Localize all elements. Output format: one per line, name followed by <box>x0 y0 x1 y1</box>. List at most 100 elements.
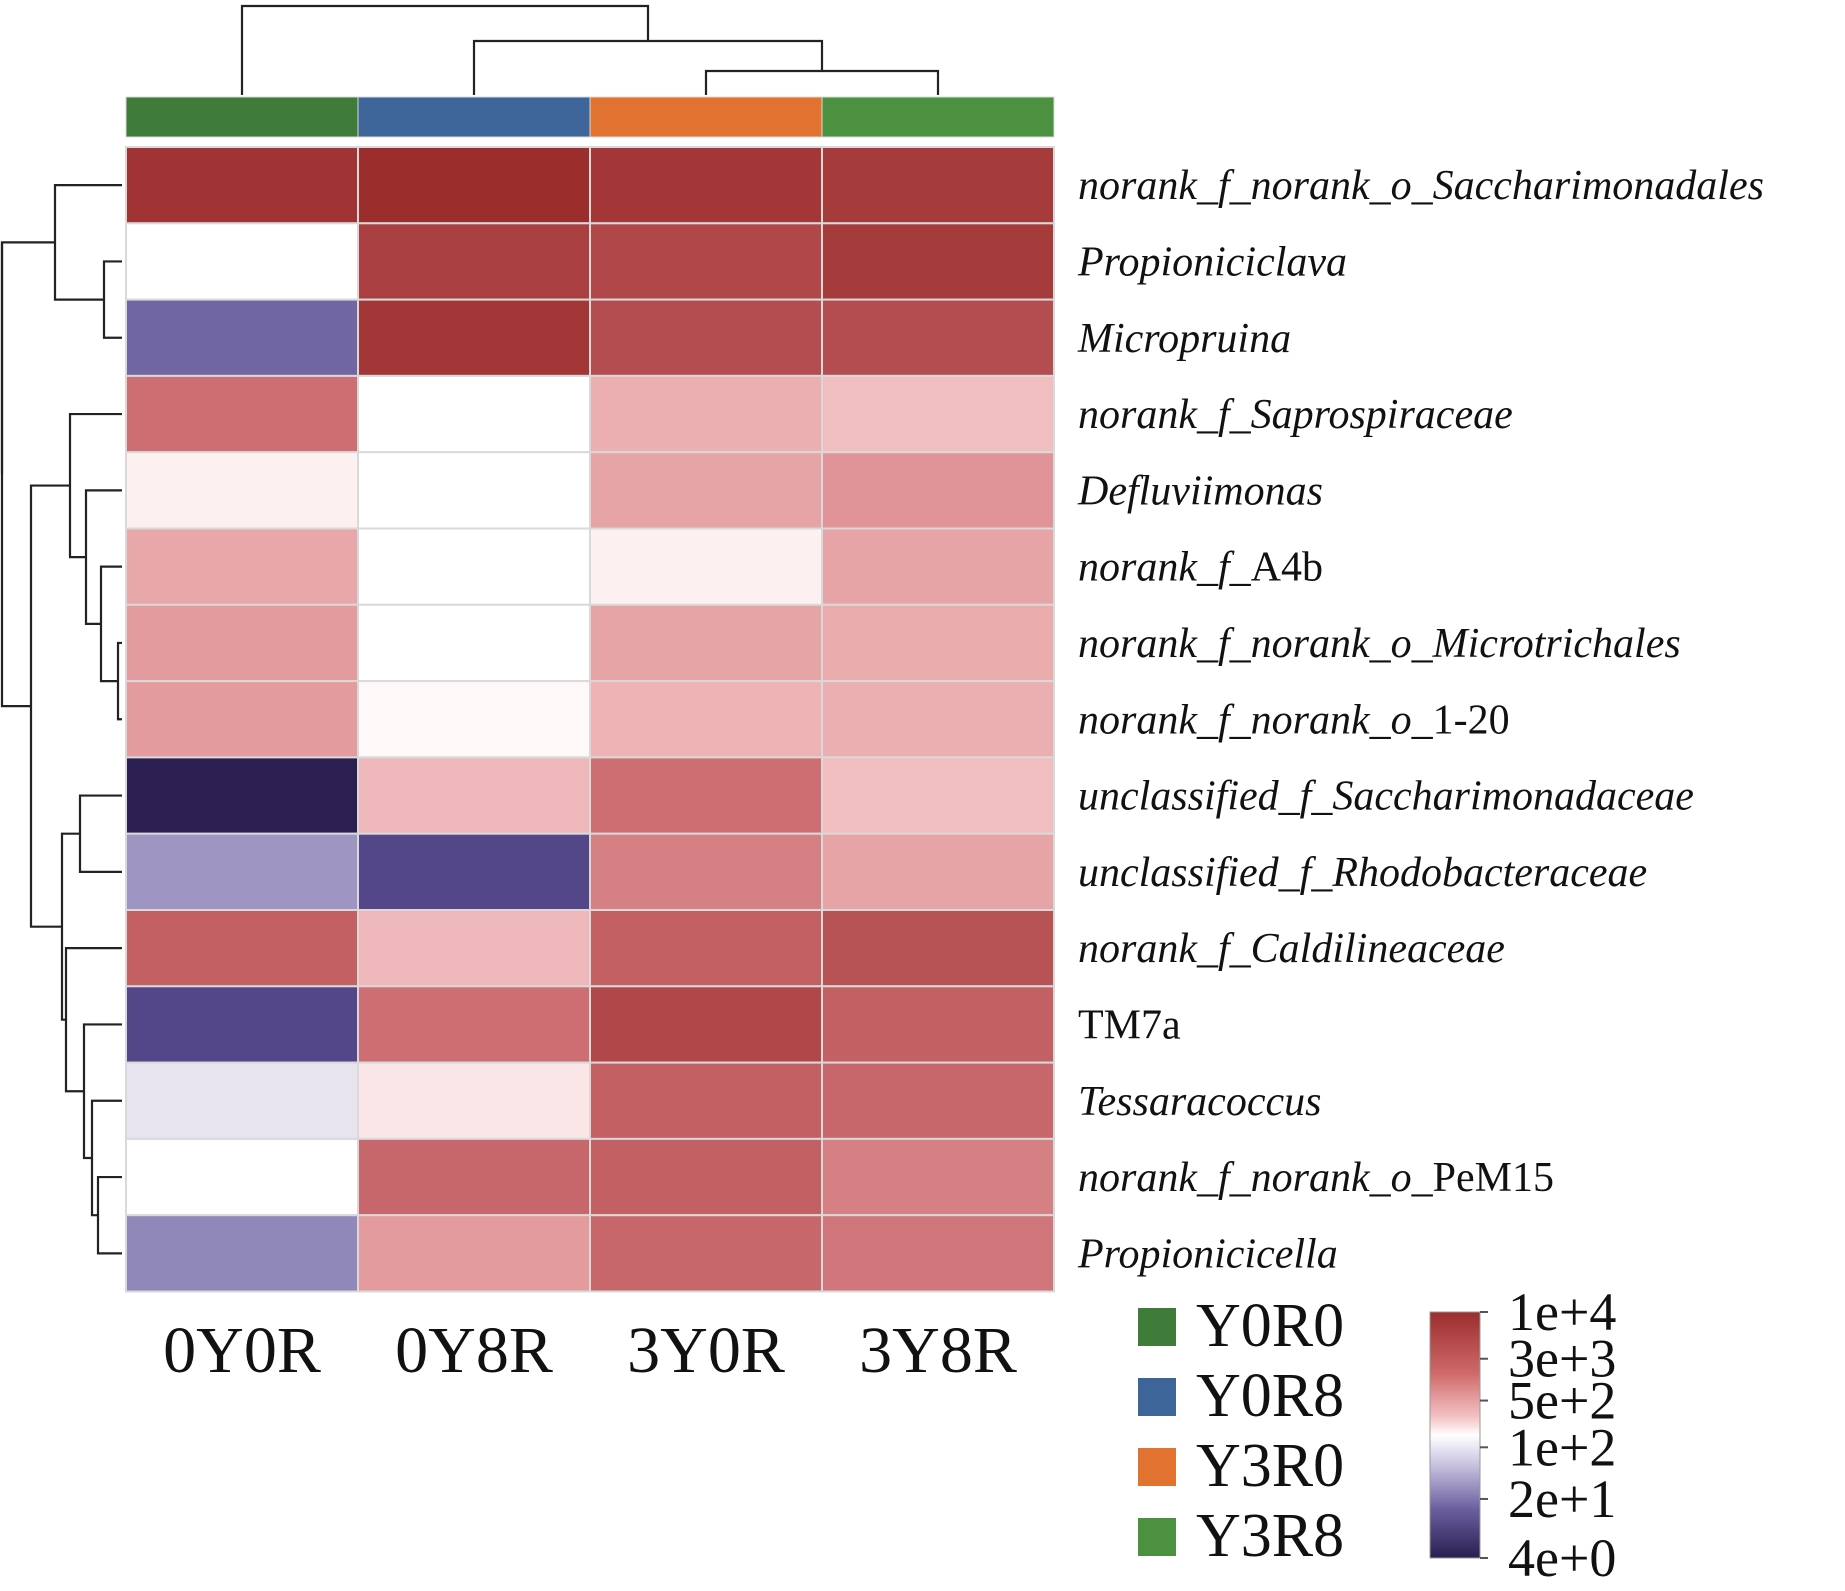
legend-swatch <box>1138 1378 1176 1416</box>
column-label: 0Y0R <box>163 1314 321 1387</box>
legend-swatch <box>1138 1518 1176 1556</box>
heatmap-cell <box>357 298 591 377</box>
heatmap-cell <box>125 909 359 988</box>
dendrogram-branch <box>53 184 122 301</box>
dendrogram-branch <box>82 1023 122 1160</box>
colorbar-gradient <box>1429 1311 1481 1559</box>
colorbar-tick-label: 3e+3 <box>1508 1329 1616 1389</box>
heatmap-cell <box>589 603 823 683</box>
heatmap-cell <box>125 1214 359 1293</box>
dendrogram-branch <box>704 69 940 95</box>
heatmap-cell <box>589 985 823 1064</box>
heatmap-cell <box>821 222 1055 301</box>
dendrogram-branch <box>84 489 122 625</box>
heatmap-cell <box>357 451 591 530</box>
heatmap-cell <box>821 451 1055 530</box>
dendrogram-branch <box>68 412 122 559</box>
heatmap-cell <box>125 985 359 1064</box>
row-label: Tessaracoccus <box>1078 1079 1321 1125</box>
dendrogram-branch <box>64 947 122 1093</box>
colorbar-tick-label: 2e+1 <box>1508 1469 1616 1529</box>
colorbar: 1e+43e+35e+21e+22e+14e+0 <box>1429 1282 1616 1588</box>
colorbar-tick-label: 1e+4 <box>1508 1282 1616 1342</box>
group-color-bar <box>125 96 1055 138</box>
heatmap-cell <box>125 756 359 835</box>
row-label: Defluviimonas <box>1077 468 1323 514</box>
heatmap-cell <box>357 756 591 835</box>
colorbar-tick-label: 1e+2 <box>1508 1417 1616 1477</box>
heatmap-cell <box>589 1137 823 1217</box>
heatmap-cell <box>821 756 1055 835</box>
heatmap-cell <box>821 1214 1055 1293</box>
row-label: norank_f_A4b <box>1078 545 1323 591</box>
dendrogram-branch <box>472 39 824 95</box>
row-label: Micropruina <box>1077 316 1291 362</box>
row-dendrogram <box>0 184 122 1255</box>
column-label: 3Y8R <box>859 1314 1017 1387</box>
dendrogram-branch <box>90 1099 122 1217</box>
heatmap-cell <box>125 374 359 454</box>
dendrogram-branch <box>102 260 122 339</box>
column-labels: 0Y0R 0Y8R 3Y0R 3Y8R <box>163 1314 1017 1387</box>
row-label: norank_f_norank_o_Microtrichales <box>1078 621 1681 667</box>
dendrogram-branch <box>29 484 70 928</box>
row-label: Propioniciclava <box>1077 239 1347 285</box>
heatmap-cell <box>821 1061 1055 1140</box>
heatmap-cell <box>589 756 823 835</box>
legend-label: Y3R8 <box>1196 1502 1344 1570</box>
heatmap-cell <box>357 603 591 683</box>
heatmap-cell <box>125 603 359 683</box>
row-labels: norank_f_norank_o_Saccharimonadales Propi… <box>1077 163 1764 1277</box>
dendrogram-branch <box>0 242 31 708</box>
heatmap-cell <box>589 298 823 377</box>
heatmap-cell <box>125 1137 359 1217</box>
heatmap-cell <box>357 374 591 454</box>
dendrogram-branch <box>60 832 80 1021</box>
heatmap-cell <box>357 1137 591 1217</box>
heatmap-cell <box>125 146 359 225</box>
heatmap-cells <box>125 146 1055 1293</box>
heatmap-cell <box>589 451 823 530</box>
heatmap-cell <box>821 146 1055 225</box>
row-label: norank_f_norank_o_PeM15 <box>1078 1155 1554 1201</box>
heatmap-cell <box>821 680 1055 759</box>
colorbar-tick-label: 4e+0 <box>1508 1528 1616 1588</box>
column-dendrogram <box>240 4 940 95</box>
heatmap-cell <box>125 527 359 606</box>
heatmap-cell <box>357 680 591 759</box>
row-label: TM7a <box>1078 1002 1181 1048</box>
column-label: 3Y0R <box>627 1314 785 1387</box>
row-label: unclassified_f_Rhodobacteraceae <box>1078 850 1647 896</box>
heatmap-cell <box>357 1214 591 1293</box>
dendrogram-branch <box>78 794 122 873</box>
legend-label: Y0R0 <box>1196 1292 1344 1360</box>
heatmap-cell <box>125 1061 359 1140</box>
heatmap-cell <box>589 146 823 225</box>
group-color-block <box>357 96 591 138</box>
dendrogram-branch <box>116 641 122 721</box>
row-label: norank_f_norank_o_Saccharimonadales <box>1078 163 1764 209</box>
heatmap-cell <box>589 374 823 454</box>
heatmap-cell <box>589 680 823 759</box>
heatmap-cell <box>821 909 1055 988</box>
heatmap-cell <box>821 985 1055 1064</box>
heatmap-cell <box>357 832 591 912</box>
heatmap-cell <box>589 1061 823 1140</box>
heatmap-cell <box>357 985 591 1064</box>
column-label: 0Y8R <box>395 1314 553 1387</box>
heatmap-cell <box>357 527 591 606</box>
group-color-block <box>821 96 1055 138</box>
dendrogram-branch <box>96 1175 122 1255</box>
dendrogram-branch <box>240 4 650 95</box>
row-label: norank_f_Saprospiraceae <box>1078 392 1513 438</box>
heatmap-cell <box>821 298 1055 377</box>
heatmap-cell <box>589 222 823 301</box>
heatmap-cell <box>821 832 1055 912</box>
legend-swatch <box>1138 1448 1176 1486</box>
legend-swatch <box>1138 1308 1176 1346</box>
heatmap-cell <box>125 832 359 912</box>
heatmap-cell <box>357 909 591 988</box>
row-label: norank_f_norank_o_1-20 <box>1078 697 1510 743</box>
legend-label: Y0R8 <box>1196 1362 1344 1430</box>
